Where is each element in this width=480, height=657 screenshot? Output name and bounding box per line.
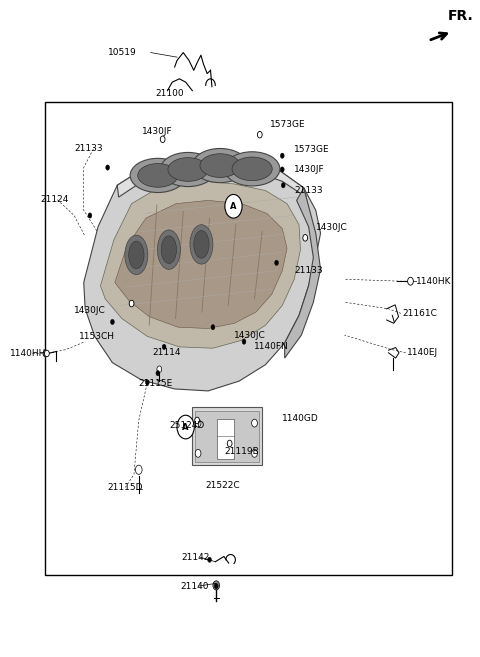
Circle shape bbox=[257, 131, 262, 138]
Text: 21133: 21133 bbox=[74, 144, 103, 153]
Circle shape bbox=[195, 449, 201, 457]
Text: A: A bbox=[230, 202, 237, 211]
Text: 10519: 10519 bbox=[108, 48, 136, 57]
Text: 21161C: 21161C bbox=[402, 309, 437, 318]
Ellipse shape bbox=[168, 158, 208, 181]
Polygon shape bbox=[115, 200, 287, 328]
Text: 1140HH: 1140HH bbox=[10, 349, 46, 358]
Ellipse shape bbox=[192, 148, 248, 183]
Circle shape bbox=[213, 581, 219, 590]
Text: 21133: 21133 bbox=[294, 266, 323, 275]
Circle shape bbox=[225, 194, 242, 218]
Circle shape bbox=[129, 300, 134, 307]
Text: 21119B: 21119B bbox=[224, 447, 259, 456]
Circle shape bbox=[45, 350, 49, 357]
Circle shape bbox=[177, 415, 194, 439]
Ellipse shape bbox=[161, 236, 177, 263]
Ellipse shape bbox=[130, 158, 186, 193]
Bar bbox=[217, 419, 234, 459]
Text: 1573GE: 1573GE bbox=[270, 120, 306, 129]
Circle shape bbox=[252, 449, 257, 457]
Text: 21100: 21100 bbox=[156, 89, 184, 98]
Text: 25124D: 25124D bbox=[170, 421, 205, 430]
Text: 1430JF: 1430JF bbox=[142, 127, 172, 136]
Circle shape bbox=[252, 419, 257, 427]
Ellipse shape bbox=[157, 230, 180, 269]
Polygon shape bbox=[285, 188, 321, 358]
Text: 1430JC: 1430JC bbox=[234, 330, 266, 340]
Polygon shape bbox=[84, 154, 321, 391]
Polygon shape bbox=[117, 154, 306, 197]
Circle shape bbox=[211, 325, 215, 330]
Text: 1140FN: 1140FN bbox=[253, 342, 288, 351]
Circle shape bbox=[215, 583, 218, 589]
Circle shape bbox=[195, 419, 201, 427]
Text: 21124: 21124 bbox=[41, 194, 69, 204]
Text: 21115E: 21115E bbox=[139, 379, 173, 388]
Text: 1153CH: 1153CH bbox=[79, 332, 115, 341]
Text: 1573GE: 1573GE bbox=[294, 145, 330, 154]
Circle shape bbox=[281, 183, 285, 188]
Circle shape bbox=[303, 235, 307, 240]
Circle shape bbox=[110, 319, 114, 325]
Circle shape bbox=[162, 344, 166, 350]
Ellipse shape bbox=[138, 164, 178, 187]
Circle shape bbox=[275, 260, 278, 265]
Polygon shape bbox=[100, 181, 300, 348]
Circle shape bbox=[106, 165, 109, 170]
Text: 1430JC: 1430JC bbox=[316, 223, 348, 232]
Circle shape bbox=[242, 339, 246, 344]
Ellipse shape bbox=[129, 241, 144, 269]
Ellipse shape bbox=[160, 152, 216, 187]
Circle shape bbox=[135, 465, 142, 474]
Circle shape bbox=[280, 167, 284, 172]
Bar bbox=[46, 102, 452, 575]
Text: 1140EJ: 1140EJ bbox=[407, 348, 438, 357]
Text: FR.: FR. bbox=[447, 9, 473, 23]
Text: 21522C: 21522C bbox=[206, 481, 240, 490]
Circle shape bbox=[43, 350, 48, 357]
Text: 21114: 21114 bbox=[152, 348, 180, 357]
Circle shape bbox=[227, 440, 232, 447]
Circle shape bbox=[303, 235, 308, 241]
Bar bbox=[195, 411, 259, 462]
Circle shape bbox=[160, 136, 165, 143]
Bar bbox=[192, 407, 262, 465]
Text: 1140GD: 1140GD bbox=[282, 414, 319, 423]
Ellipse shape bbox=[232, 157, 272, 181]
Circle shape bbox=[130, 301, 133, 306]
Ellipse shape bbox=[200, 154, 240, 177]
Text: 21142: 21142 bbox=[182, 553, 210, 562]
Text: 21133: 21133 bbox=[294, 186, 323, 195]
Circle shape bbox=[145, 380, 149, 385]
Ellipse shape bbox=[224, 152, 280, 186]
Text: A: A bbox=[182, 422, 189, 432]
Text: 21140: 21140 bbox=[181, 581, 209, 591]
Text: 1430JC: 1430JC bbox=[74, 306, 106, 315]
Circle shape bbox=[280, 153, 284, 158]
Ellipse shape bbox=[194, 231, 209, 258]
Circle shape bbox=[208, 557, 212, 562]
Circle shape bbox=[156, 371, 160, 376]
Ellipse shape bbox=[190, 225, 213, 264]
Ellipse shape bbox=[125, 235, 148, 275]
Circle shape bbox=[195, 417, 200, 424]
Circle shape bbox=[157, 366, 162, 373]
Circle shape bbox=[161, 137, 165, 142]
Text: 1430JF: 1430JF bbox=[294, 165, 325, 174]
Text: 1140HK: 1140HK bbox=[416, 277, 452, 286]
Circle shape bbox=[408, 277, 413, 285]
Text: 21115D: 21115D bbox=[108, 483, 143, 492]
Circle shape bbox=[258, 132, 262, 137]
Circle shape bbox=[88, 213, 92, 218]
